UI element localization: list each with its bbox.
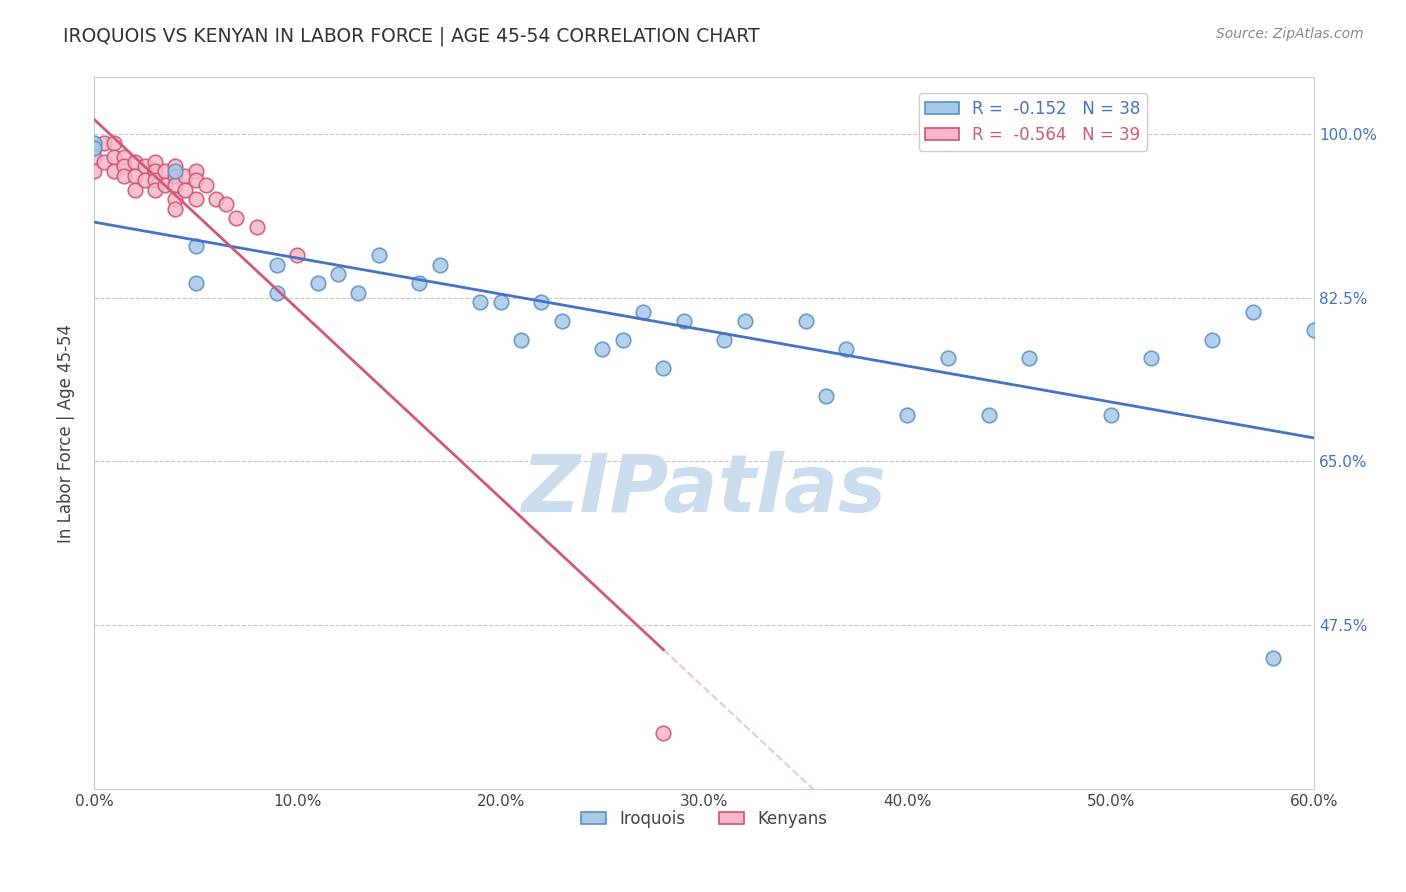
Point bbox=[205, 192, 228, 206]
Point bbox=[83, 141, 105, 155]
Point bbox=[591, 342, 613, 356]
Point bbox=[652, 360, 675, 375]
Point bbox=[124, 169, 146, 183]
Point bbox=[194, 178, 217, 193]
Point bbox=[103, 136, 125, 150]
Point bbox=[174, 183, 197, 197]
Point bbox=[631, 304, 654, 318]
Point bbox=[103, 150, 125, 164]
Point bbox=[134, 160, 156, 174]
Point bbox=[246, 220, 269, 235]
Point bbox=[1263, 651, 1285, 665]
Point bbox=[672, 314, 695, 328]
Point bbox=[347, 285, 370, 300]
Point bbox=[165, 160, 187, 174]
Point bbox=[143, 164, 166, 178]
Point bbox=[1241, 304, 1264, 318]
Point bbox=[408, 277, 430, 291]
Point bbox=[93, 136, 115, 150]
Point bbox=[184, 239, 207, 253]
Point bbox=[285, 248, 308, 262]
Point bbox=[266, 258, 288, 272]
Text: IROQUOIS VS KENYAN IN LABOR FORCE | AGE 45-54 CORRELATION CHART: IROQUOIS VS KENYAN IN LABOR FORCE | AGE … bbox=[63, 27, 759, 46]
Point bbox=[612, 333, 634, 347]
Point bbox=[165, 164, 187, 178]
Point bbox=[1018, 351, 1040, 366]
Point bbox=[114, 169, 136, 183]
Legend: Iroquois, Kenyans: Iroquois, Kenyans bbox=[574, 803, 834, 834]
Point bbox=[153, 178, 176, 193]
Point bbox=[215, 197, 238, 211]
Point bbox=[367, 248, 389, 262]
Point bbox=[1099, 408, 1122, 422]
Point bbox=[489, 295, 512, 310]
Point bbox=[143, 154, 166, 169]
Point bbox=[83, 164, 105, 178]
Point bbox=[184, 277, 207, 291]
Point bbox=[835, 342, 858, 356]
Point bbox=[83, 141, 105, 155]
Point bbox=[83, 136, 105, 150]
Point bbox=[896, 408, 918, 422]
Point bbox=[470, 295, 492, 310]
Point bbox=[530, 295, 553, 310]
Point bbox=[165, 202, 187, 216]
Point bbox=[153, 164, 176, 178]
Point bbox=[814, 389, 837, 403]
Text: ZIPatlas: ZIPatlas bbox=[522, 451, 887, 529]
Point bbox=[550, 314, 572, 328]
Point bbox=[114, 160, 136, 174]
Point bbox=[1140, 351, 1163, 366]
Point bbox=[1201, 333, 1223, 347]
Point bbox=[124, 154, 146, 169]
Point bbox=[165, 192, 187, 206]
Point bbox=[1303, 323, 1326, 337]
Text: Source: ZipAtlas.com: Source: ZipAtlas.com bbox=[1216, 27, 1364, 41]
Point bbox=[429, 258, 451, 272]
Point bbox=[134, 173, 156, 187]
Point bbox=[713, 333, 735, 347]
Point bbox=[184, 192, 207, 206]
Y-axis label: In Labor Force | Age 45-54: In Labor Force | Age 45-54 bbox=[58, 324, 75, 543]
Point bbox=[83, 150, 105, 164]
Point bbox=[184, 173, 207, 187]
Point bbox=[114, 150, 136, 164]
Point bbox=[174, 169, 197, 183]
Point bbox=[734, 314, 756, 328]
Point bbox=[143, 183, 166, 197]
Point bbox=[93, 154, 115, 169]
Point bbox=[124, 183, 146, 197]
Point bbox=[307, 277, 329, 291]
Point bbox=[165, 178, 187, 193]
Point bbox=[143, 173, 166, 187]
Point bbox=[266, 285, 288, 300]
Point bbox=[936, 351, 959, 366]
Point bbox=[184, 164, 207, 178]
Point bbox=[794, 314, 817, 328]
Point bbox=[103, 164, 125, 178]
Point bbox=[652, 726, 675, 740]
Point bbox=[165, 169, 187, 183]
Point bbox=[326, 267, 349, 281]
Point bbox=[225, 211, 247, 225]
Point bbox=[977, 408, 1000, 422]
Point bbox=[510, 333, 533, 347]
